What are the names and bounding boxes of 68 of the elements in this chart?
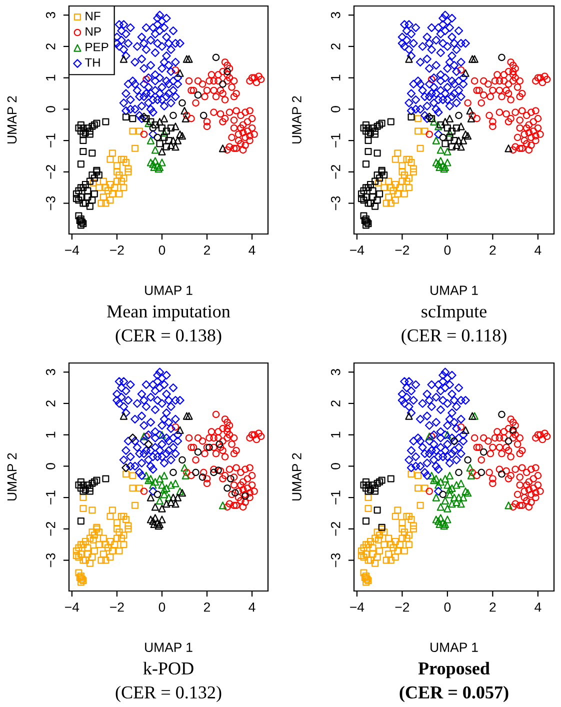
y-tick-label: 3	[330, 369, 340, 376]
x-tick-label: 2	[204, 602, 210, 612]
y-tick-label: 2	[46, 43, 56, 50]
y-tick-label: 1	[331, 74, 340, 80]
x-tick-label: 2	[490, 245, 496, 255]
legend-label: PEP	[86, 42, 108, 52]
x-tick-label: −4	[350, 602, 364, 612]
y-tick-label: −1	[331, 490, 340, 504]
x-axis-title: UMAP 1	[430, 286, 478, 295]
y-tick-label: −1	[331, 134, 340, 148]
y-tick-label: −3	[330, 196, 340, 210]
text: (CER = 0.118)	[402, 328, 506, 346]
x-tick-label: 0	[444, 602, 451, 612]
x-tick-label: −4	[350, 246, 364, 255]
x-tick-label: 4	[248, 602, 256, 612]
text: (CER = 0.057)	[400, 686, 508, 702]
text: scImpute	[422, 306, 486, 322]
legend-label: NP	[86, 27, 101, 36]
y-tick-label: 1	[46, 432, 56, 438]
y-tick-label: 0	[46, 106, 56, 112]
legend-label: NF	[86, 12, 100, 20]
x-axis-title: UMAP 1	[145, 286, 192, 295]
x-tick-label: −2	[395, 602, 410, 612]
x-tick-label: −2	[395, 245, 410, 255]
text: (CER = 0.132)	[116, 686, 222, 702]
x-axis-title: UMAP 1	[145, 642, 192, 652]
text: (CER = 0.138)	[116, 328, 222, 346]
y-tick-label: 3	[330, 12, 340, 18]
y-tick-label: 2	[330, 43, 340, 50]
y-tick-label: −1	[46, 134, 56, 148]
y-tick-label: 3	[46, 12, 56, 18]
x-tick-label: −2	[110, 245, 124, 255]
x-tick-label: −2	[110, 602, 124, 612]
y-tick-label: −2	[330, 165, 340, 179]
y-tick-label: 0	[330, 106, 340, 112]
y-tick-label: 0	[46, 463, 56, 470]
x-tick-label: −4	[65, 246, 80, 255]
x-tick-label: 2	[490, 602, 496, 612]
y-tick-label: 3	[46, 369, 56, 376]
y-tick-label: 2	[330, 400, 340, 406]
y-tick-label: 1	[331, 432, 340, 438]
y-tick-label: −2	[46, 522, 56, 536]
y-tick-label: −2	[46, 165, 56, 179]
x-tick-label: 4	[534, 602, 542, 612]
y-axis-title: UMAP 2	[7, 96, 17, 144]
text: Mean imputation	[107, 305, 230, 322]
x-tick-label: 2	[204, 245, 210, 255]
x-tick-label: 4	[534, 246, 542, 255]
text: Proposed	[418, 662, 490, 678]
y-tick-label: −3	[46, 553, 56, 568]
x-axis-title: UMAP 1	[430, 642, 478, 652]
x-tick-label: 0	[158, 245, 166, 255]
y-tick-label: −2	[330, 522, 340, 536]
y-tick-label: 1	[46, 74, 56, 80]
x-tick-label: 0	[158, 602, 166, 612]
x-tick-label: 0	[444, 245, 451, 255]
text: k-POD	[143, 662, 194, 675]
x-tick-label: 4	[248, 246, 256, 255]
y-tick-label: −3	[46, 196, 56, 210]
y-tick-label: −1	[46, 490, 56, 504]
y-axis-title: UMAP 2	[292, 453, 302, 500]
x-tick-label: −4	[65, 602, 80, 612]
y-axis-title: UMAP 2	[292, 96, 302, 144]
y-tick-label: 2	[46, 400, 56, 406]
legend-label: TH	[84, 58, 100, 67]
y-tick-label: −3	[330, 553, 340, 568]
y-axis-title: UMAP 2	[7, 453, 17, 500]
y-tick-label: 0	[330, 463, 340, 470]
